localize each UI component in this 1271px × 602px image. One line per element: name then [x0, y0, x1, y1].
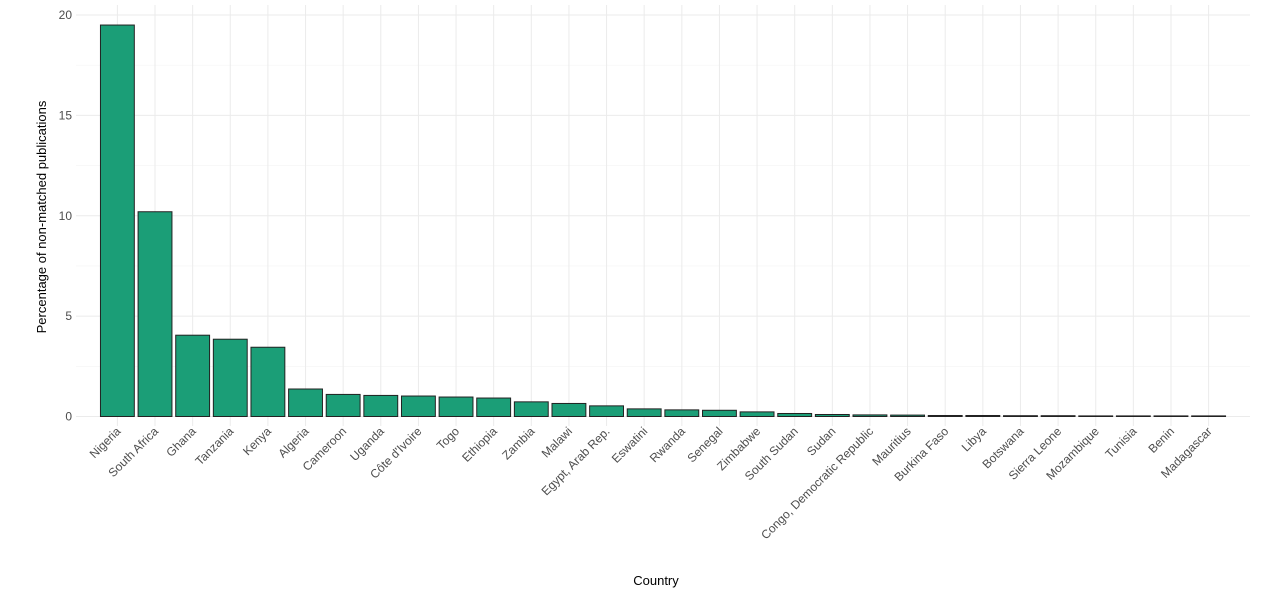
x-tick-label: Nigeria — [87, 424, 124, 461]
bar-c-te-d-ivoire — [400, 395, 436, 417]
bar-tunisia — [1115, 415, 1151, 417]
x-tick-label: Zambia — [499, 424, 537, 462]
bar-zimbabwe — [739, 411, 775, 418]
x-tick-label: Ghana — [163, 424, 199, 460]
bar-zambia — [513, 401, 549, 417]
bar-ghana — [175, 334, 211, 418]
bar-ethiopia — [476, 397, 512, 418]
y-tick-label: 0 — [65, 410, 72, 424]
bar-togo — [438, 396, 474, 418]
y-tick-label: 10 — [59, 209, 73, 223]
bar-south-africa — [137, 211, 173, 417]
bar-malawi — [551, 402, 587, 418]
bar-algeria — [288, 388, 323, 418]
bar-rwanda — [664, 409, 700, 417]
y-axis-title: Percentage of non-matched publications — [34, 100, 49, 333]
x-tick-label: Algeria — [275, 424, 312, 461]
x-tick-label: Tunisia — [1103, 424, 1140, 461]
x-tick-label: Libya — [959, 424, 989, 454]
x-tick-label: Togo — [434, 424, 463, 453]
x-tick-label: Rwanda — [647, 424, 688, 465]
bars — [99, 24, 1227, 418]
x-tick-label: Malawi — [539, 424, 575, 460]
bar-sudan — [814, 413, 850, 417]
y-tick-label: 20 — [59, 8, 73, 22]
bar-nigeria — [99, 24, 135, 417]
x-tick-label: Benin — [1145, 424, 1177, 456]
bar-mozambique — [1078, 415, 1114, 417]
bar-madagascar — [1191, 415, 1227, 417]
x-tick-label: Sudan — [804, 424, 838, 458]
bar-botswana — [1003, 415, 1038, 417]
bar-eswatini — [626, 408, 662, 417]
bar-south-sudan — [777, 412, 813, 417]
bar-benin — [1153, 415, 1189, 417]
x-tick-label: Ethiopia — [459, 424, 500, 465]
bar-burkina-faso — [927, 414, 963, 417]
x-tick-label: Egypt, Arab Rep. — [539, 424, 613, 498]
bar-uganda — [363, 394, 399, 418]
x-tick-label: Eswatini — [609, 424, 650, 465]
x-tick-label: Kenya — [240, 424, 274, 458]
bar-senegal — [702, 409, 737, 418]
x-tick-label: Tanzania — [193, 424, 237, 468]
bar-congo-democratic-republic — [852, 414, 888, 418]
bar-cameroon — [325, 393, 361, 418]
y-tick-label: 5 — [65, 309, 72, 323]
bar-libya — [965, 414, 1001, 417]
bar-kenya — [250, 346, 286, 417]
y-tick-label: 15 — [59, 108, 73, 122]
bar-mauritius — [890, 414, 926, 418]
x-axis-title: Country — [633, 573, 679, 588]
bar-egypt-arab-rep- — [589, 405, 624, 418]
y-axis-ticks: 0 5 10 15 20 — [59, 8, 73, 424]
bar-tanzania — [212, 338, 248, 417]
bar-sierra-leone — [1040, 415, 1076, 417]
